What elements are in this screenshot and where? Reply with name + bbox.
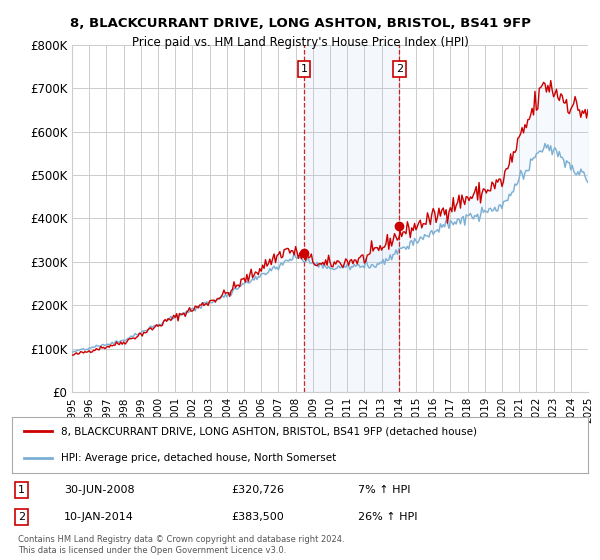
Text: 2: 2 (18, 512, 25, 522)
Text: 8, BLACKCURRANT DRIVE, LONG ASHTON, BRISTOL, BS41 9FP (detached house): 8, BLACKCURRANT DRIVE, LONG ASHTON, BRIS… (61, 426, 477, 436)
Text: 7% ↑ HPI: 7% ↑ HPI (358, 485, 410, 495)
Text: Price paid vs. HM Land Registry's House Price Index (HPI): Price paid vs. HM Land Registry's House … (131, 36, 469, 49)
Text: 1: 1 (18, 485, 25, 495)
Text: £383,500: £383,500 (231, 512, 284, 522)
Text: 1: 1 (301, 64, 308, 74)
Text: 8, BLACKCURRANT DRIVE, LONG ASHTON, BRISTOL, BS41 9FP: 8, BLACKCURRANT DRIVE, LONG ASHTON, BRIS… (70, 17, 530, 30)
Bar (304, 45, 400, 392)
Text: 30-JUN-2008: 30-JUN-2008 (64, 485, 134, 495)
Text: HPI: Average price, detached house, North Somerset: HPI: Average price, detached house, Nort… (61, 452, 336, 463)
Text: 10-JAN-2014: 10-JAN-2014 (64, 512, 134, 522)
Text: £320,726: £320,726 (231, 485, 284, 495)
Text: 26% ↑ HPI: 26% ↑ HPI (358, 512, 417, 522)
Text: 2: 2 (396, 64, 403, 74)
Text: Contains HM Land Registry data © Crown copyright and database right 2024.
This d: Contains HM Land Registry data © Crown c… (18, 535, 344, 555)
